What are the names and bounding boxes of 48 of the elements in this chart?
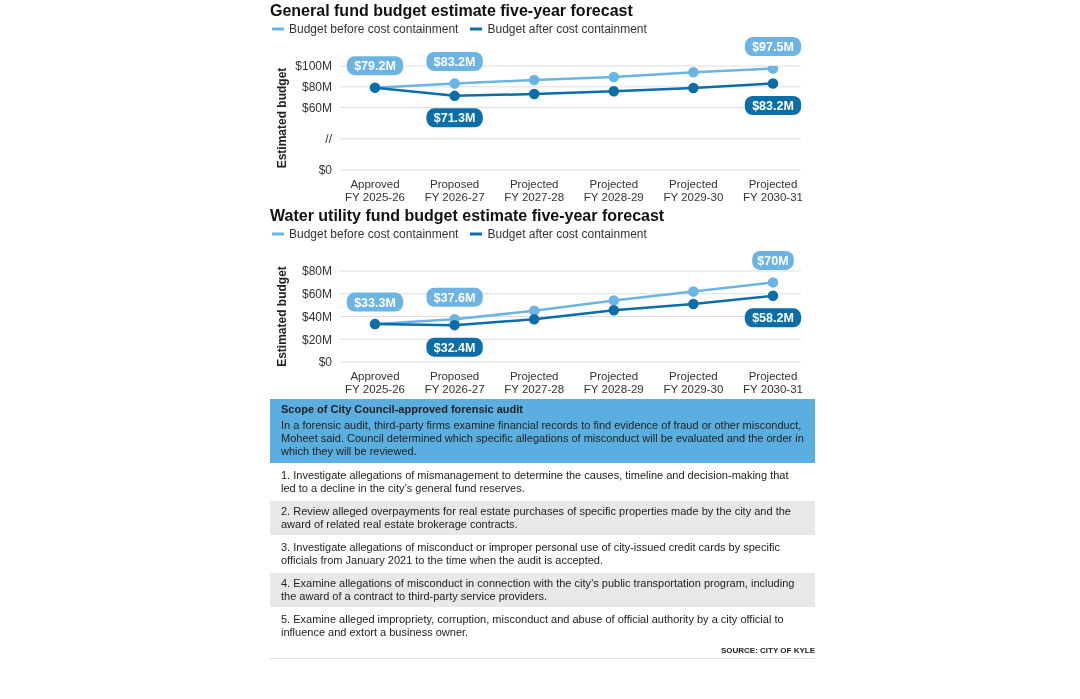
data-label: $70M: [757, 253, 789, 268]
y-tick-label: $100M: [295, 59, 332, 74]
x-tick-label: Projected FY 2030-31: [743, 178, 803, 203]
data-label: $37.6M: [433, 290, 476, 305]
x-tick-label: Projected FY 2029-30: [663, 178, 724, 203]
data-label: $83.2M: [752, 98, 794, 113]
chart-title: Water utility fund budget estimate five-year forecast: [270, 207, 666, 225]
y-tick-label: //: [325, 132, 333, 147]
y-tick-label: $20M: [301, 332, 332, 347]
legend-label: Budget after cost containment: [486, 22, 647, 36]
y-tick-label: $80M: [301, 80, 332, 95]
legend-label: Budget before cost containment: [288, 227, 459, 241]
x-tick-label: Projected FY 2028-29: [583, 370, 644, 395]
text: 3. Investigate allegations of misconduct or improper personal use of city-issued credit cards by specific officials from January 2021 to the time when the audit is accepted.: [270, 537, 815, 571]
y-tick-label: $0: [318, 355, 333, 370]
y-tick-label: $60M: [301, 100, 332, 115]
text: In a forensic audit, third-party firms examine financial records to find evidence of fraud or other misconduct, Moheet said. Council determined which specific allegations of misconduct will be evaluated and the order in which they will be reviewed.: [281, 419, 804, 458]
x-tick-label: Approved FY 2025-26: [345, 178, 405, 203]
y-tick-label: $40M: [301, 309, 332, 324]
data-label: $32.4M: [433, 340, 476, 355]
chart-title: General fund budget estimate five-year forecast: [270, 2, 634, 20]
x-tick-label: Proposed FY 2026-27: [424, 178, 485, 203]
y-tick-label: $80M: [301, 264, 332, 279]
text: 2. Review alleged overpayments for real estate purchases of specific properties made by the city and the award of related real estate brokerage contracts.: [270, 501, 815, 535]
source-note: SOURCE: CITY OF KYLE: [270, 646, 815, 659]
data-label: $97.5M: [752, 40, 794, 55]
y-tick-label: $60M: [301, 287, 332, 302]
x-tick-label: Projected FY 2030-31: [743, 370, 803, 395]
x-tick-label: Proposed FY 2026-27: [424, 370, 485, 395]
legend-label: Budget after cost containment: [486, 227, 647, 241]
data-label: $83.2M: [433, 54, 476, 69]
x-tick-label: Projected FY 2027-28: [504, 178, 565, 203]
y-tick-label: $0: [318, 163, 333, 178]
text: 5. Examine alleged impropriety, corruption, misconduct and abuse of official authority by a city official to influence and extort a business owner.: [270, 609, 815, 643]
data-label: $58.2M: [752, 311, 794, 326]
legend-label: Budget before cost containment: [288, 22, 459, 36]
data-label: $79.2M: [354, 59, 396, 74]
x-tick-label: Approved FY 2025-26: [345, 370, 405, 395]
y-axis-title: Estimated budget: [275, 67, 290, 169]
text: 1. Investigate allegations of mismanagement to determine the causes, timeline and decision-making that led to a decline in the city’s general fund reserves.: [270, 465, 815, 499]
x-tick-label: Projected FY 2029-30: [663, 370, 724, 395]
x-tick-label: Projected FY 2027-28: [504, 370, 565, 395]
x-tick-label: Projected FY 2028-29: [583, 178, 644, 203]
data-label: $33.3M: [354, 295, 396, 310]
y-axis-title: Estimated budget: [275, 266, 290, 367]
data-label: $71.3M: [433, 111, 476, 126]
text: Scope of City Council-approved forensic audit: [281, 403, 525, 416]
text: 4. Examine allegations of misconduct in connection with the city’s public transportation program, including the award of a contract to third-party service providers.: [270, 573, 815, 607]
